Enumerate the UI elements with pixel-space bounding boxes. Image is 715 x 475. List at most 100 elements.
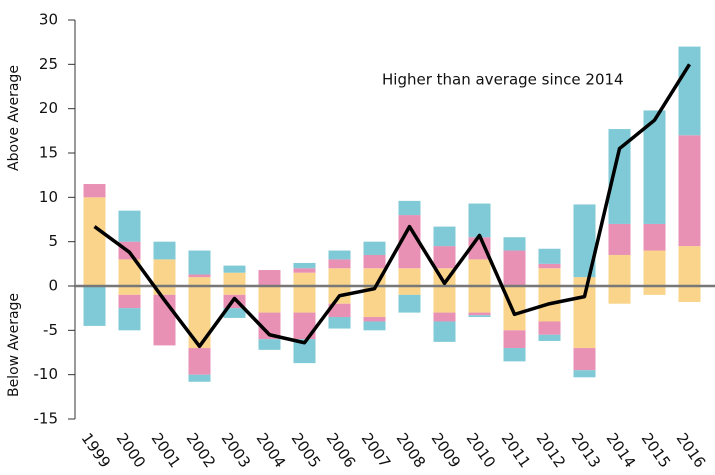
- bar-segment: [293, 268, 316, 273]
- bar-segment: [678, 246, 701, 286]
- x-tick-label: 2003: [218, 430, 255, 471]
- bar-segment: [608, 254, 631, 286]
- bar-segment: [398, 294, 421, 313]
- y-tick-label: -5: [43, 321, 58, 339]
- bar-segment: [223, 272, 246, 286]
- bar-segment: [433, 312, 456, 322]
- bar-segment: [293, 262, 316, 269]
- x-tick-label: 2014: [603, 430, 640, 471]
- x-tick-label: 2013: [568, 430, 605, 471]
- x-tick-label: 2005: [288, 430, 325, 471]
- bar-segment: [398, 286, 421, 295]
- bar-segment: [223, 308, 246, 318]
- bar-segment: [503, 348, 526, 362]
- bar-segment: [468, 315, 491, 318]
- bar-segment: [118, 210, 141, 242]
- bar-segment: [398, 200, 421, 216]
- bar-segment: [398, 215, 421, 269]
- bar-segment: [573, 370, 596, 378]
- bar-segment: [433, 226, 456, 247]
- bar-segment: [503, 330, 526, 349]
- x-tick-label: 2002: [183, 430, 220, 471]
- bar-segment: [503, 286, 526, 331]
- x-tick-label: 2015: [638, 430, 675, 471]
- bar-segment: [188, 348, 211, 375]
- bar-segment: [503, 237, 526, 251]
- y-axis-label: Above Average: [6, 65, 22, 171]
- trend-line: [93, 63, 691, 349]
- bar-segment: [468, 286, 491, 313]
- bar-segment: [328, 268, 351, 286]
- y-tick-label: 0: [48, 277, 58, 295]
- bar-segment: [188, 250, 211, 275]
- bar-segment: [258, 312, 281, 340]
- bar-segment: [468, 312, 491, 316]
- bar-segment: [328, 259, 351, 269]
- bar-segment: [118, 294, 141, 309]
- bar-segment: [503, 250, 526, 286]
- x-tick-label: 2009: [428, 430, 465, 471]
- bar-segment: [328, 250, 351, 260]
- bar-segment: [83, 286, 106, 326]
- y-tick-label: 30: [39, 11, 58, 29]
- bar-segment: [678, 286, 701, 302]
- y-tick-label: -15: [34, 410, 59, 428]
- bar-segment: [433, 321, 456, 342]
- bar-segment: [363, 317, 386, 322]
- bar-segment: [573, 348, 596, 371]
- bar-segment: [153, 259, 176, 286]
- bar-segment: [188, 277, 211, 286]
- y-tick-label: 25: [39, 55, 58, 73]
- bar-segment: [643, 286, 666, 295]
- x-tick-label: 2010: [463, 430, 500, 471]
- bar-segment: [643, 110, 666, 224]
- bar-segment: [363, 241, 386, 255]
- bar-segment: [573, 277, 596, 286]
- x-tick-label: 2000: [113, 430, 150, 471]
- bar-segment: [398, 268, 421, 286]
- bar-segment: [223, 286, 246, 295]
- bar-segment: [643, 250, 666, 286]
- bar-segment: [328, 317, 351, 329]
- bar-segment: [608, 223, 631, 255]
- bar-segment: [363, 286, 386, 318]
- bar-segment: [678, 135, 701, 247]
- y-tick-label: 20: [39, 99, 58, 117]
- bar-segment: [573, 204, 596, 278]
- bar-segment: [293, 339, 316, 364]
- annotation: Higher than average since 2014: [382, 71, 624, 89]
- bar-segment: [538, 248, 561, 264]
- bar-segment: [328, 303, 351, 318]
- bar-segment: [363, 254, 386, 269]
- bar-segment: [258, 286, 281, 313]
- y-tick-label: 5: [48, 232, 58, 250]
- bar-segment: [538, 263, 561, 269]
- bar-segment: [468, 259, 491, 286]
- bar-segment: [118, 259, 141, 286]
- y-tick-label: 10: [39, 188, 58, 206]
- x-tick-label: 2001: [148, 430, 185, 471]
- y-tick-label: 15: [39, 144, 58, 162]
- x-tick-label: 2004: [253, 430, 290, 471]
- bar-segment: [153, 241, 176, 260]
- bar-segment: [188, 274, 211, 278]
- bar-segment: [258, 339, 281, 350]
- x-tick-label: 2011: [498, 430, 535, 471]
- bar-segment: [258, 270, 281, 286]
- bar-segment: [538, 321, 561, 335]
- bar-segment: [118, 286, 141, 295]
- bar-segment: [573, 286, 596, 349]
- y-tick-label: -10: [34, 365, 59, 383]
- y-axis-label: Below Average: [6, 293, 22, 397]
- bar-segment: [468, 203, 491, 238]
- bar-segment: [188, 374, 211, 382]
- bar-segment: [293, 286, 316, 313]
- bar-segment: [678, 46, 701, 136]
- x-tick-label: 2007: [358, 430, 395, 471]
- x-tick-label: 1999: [78, 430, 115, 471]
- bar-segment: [118, 308, 141, 331]
- bar-segment: [188, 286, 211, 349]
- bar-segment: [433, 246, 456, 269]
